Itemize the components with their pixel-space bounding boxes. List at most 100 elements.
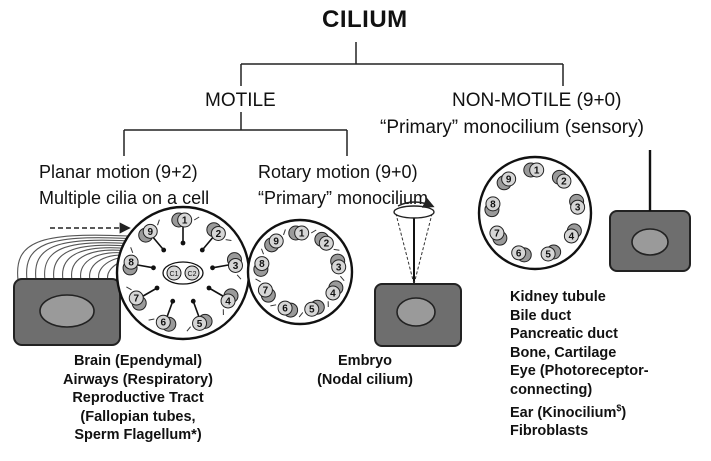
- doublet-number: 8: [128, 258, 134, 269]
- doublet-number: 8: [259, 259, 265, 270]
- a-tubule: [570, 199, 586, 215]
- rotation-arrow: [397, 197, 435, 208]
- a-tubule: [489, 225, 505, 241]
- doublet-number: 9: [273, 237, 279, 248]
- rotary-motion-label: Rotary motion (9+0): [258, 162, 418, 182]
- list-item: connecting): [510, 381, 593, 398]
- a-tubule: [210, 225, 226, 241]
- dynein-arm: [255, 278, 261, 283]
- a-tubule: [318, 235, 334, 251]
- doublet-number: 3: [233, 261, 239, 272]
- doublet-number: 6: [161, 318, 167, 329]
- list-item: Embryo: [338, 353, 392, 369]
- a-tubule: [511, 245, 527, 261]
- radial-spoke: [208, 287, 224, 297]
- list-item: Ear (Kinocilium$): [510, 403, 627, 421]
- radial-spoke: [142, 287, 158, 297]
- planar-cilia-label: Multiple cilia on a cell: [39, 188, 210, 208]
- doublet-number: 4: [330, 288, 336, 299]
- cilia-bundle: [17, 234, 129, 281]
- planar-motion-label: Planar motion (9+2): [39, 162, 198, 182]
- a-tubule: [123, 254, 139, 270]
- a-tubule: [529, 162, 545, 178]
- list-item: Reproductive Tract: [72, 390, 204, 406]
- list-item: Bile duct: [510, 307, 572, 324]
- rotation-cone-left: [395, 213, 415, 285]
- cilium-strand: [35, 239, 129, 281]
- doublet-number: 3: [336, 262, 342, 273]
- dynein-arm: [260, 248, 265, 255]
- radial-spoke: [201, 237, 214, 251]
- dynein-arm: [186, 326, 191, 332]
- rotary-monocilium-label: “Primary” monocilium: [258, 188, 429, 208]
- cilium-strand: [62, 247, 129, 281]
- doublet-number: 6: [282, 304, 288, 315]
- cilium-strand: [53, 244, 129, 281]
- doublet-number: 7: [133, 294, 139, 305]
- doublet-number: 7: [263, 286, 269, 297]
- central-sheath: [162, 261, 204, 285]
- a-tubule: [485, 196, 501, 212]
- dynein-arm: [270, 304, 277, 307]
- list-item: (Nodal cilium): [317, 371, 413, 388]
- a-tubule: [501, 171, 517, 187]
- cilium-strand: [26, 237, 129, 281]
- dynein-arm: [283, 229, 286, 236]
- spoke-head: [206, 285, 212, 291]
- doublet-number: 2: [561, 177, 567, 188]
- central-label: C1: [170, 271, 179, 278]
- planar-cross-section-9-2: 1 2 3 4 5 6 7 8 9 C1 C2: [115, 205, 251, 341]
- non-motile-label: NON-MOTILE (9+0): [452, 90, 622, 111]
- doublet-number: 3: [575, 203, 581, 214]
- dynein-arm: [193, 216, 200, 221]
- motile-label: MOTILE: [205, 90, 276, 111]
- radial-spoke: [152, 237, 165, 251]
- diagram-title: CILIUM: [322, 6, 408, 33]
- list-item: Sperm Flagellum*): [74, 427, 202, 443]
- planar-locations: Brain (Ependymal) Airways (Respiratory) …: [18, 352, 258, 445]
- spoke-head: [210, 265, 215, 271]
- dynein-arm: [157, 219, 160, 226]
- doublet-number: 7: [494, 229, 500, 240]
- central-label: C2: [188, 271, 197, 278]
- doublet-number: 4: [225, 296, 231, 307]
- planar-nucleus: [39, 294, 95, 328]
- list-item: Pancreatic duct: [510, 326, 618, 342]
- dynein-arm: [339, 275, 345, 281]
- non-motile-cross-section-9-0: 1 2 3 4 5 6 7 8 9: [477, 155, 593, 271]
- non-motile-nucleus: [631, 228, 669, 256]
- list-item: Bone, Cartilage: [510, 344, 617, 361]
- a-tubule: [192, 315, 208, 331]
- dynein-arm: [130, 247, 134, 253]
- non-motile-locations: Kidney tubule Bile duct Pancreatic duct …: [510, 288, 649, 441]
- tree-connectors: [123, 42, 564, 156]
- dynein-arm: [310, 229, 317, 234]
- doublet-number: 9: [506, 174, 512, 185]
- a-tubule: [128, 290, 144, 306]
- doublet-number: 1: [182, 216, 188, 227]
- list-item: (Fallopian tubes,: [80, 408, 196, 425]
- spoke-head: [170, 298, 176, 304]
- a-tubule: [254, 256, 270, 272]
- spoke-head: [154, 285, 160, 291]
- rotation-cone-right: [413, 213, 433, 285]
- a-tubule: [294, 225, 310, 241]
- a-tubule: [142, 223, 158, 239]
- a-tubule: [155, 314, 171, 330]
- a-tubule: [220, 293, 236, 309]
- spoke-head: [180, 240, 186, 246]
- a-tubule: [325, 285, 341, 301]
- a-tubule: [331, 259, 347, 275]
- dynein-arm: [298, 312, 304, 318]
- a-tubule: [556, 173, 572, 189]
- spoke-head: [199, 247, 205, 253]
- radial-spoke: [166, 300, 174, 317]
- doublet-number: 2: [324, 239, 330, 250]
- list-item: Airways (Respiratory): [63, 371, 213, 388]
- rotary-nucleus: [396, 297, 436, 327]
- a-tubule: [268, 233, 284, 249]
- list-item: Brain (Ependymal): [73, 353, 203, 369]
- a-tubule: [304, 301, 320, 317]
- a-tubule: [540, 246, 556, 262]
- radial-spoke: [137, 264, 154, 269]
